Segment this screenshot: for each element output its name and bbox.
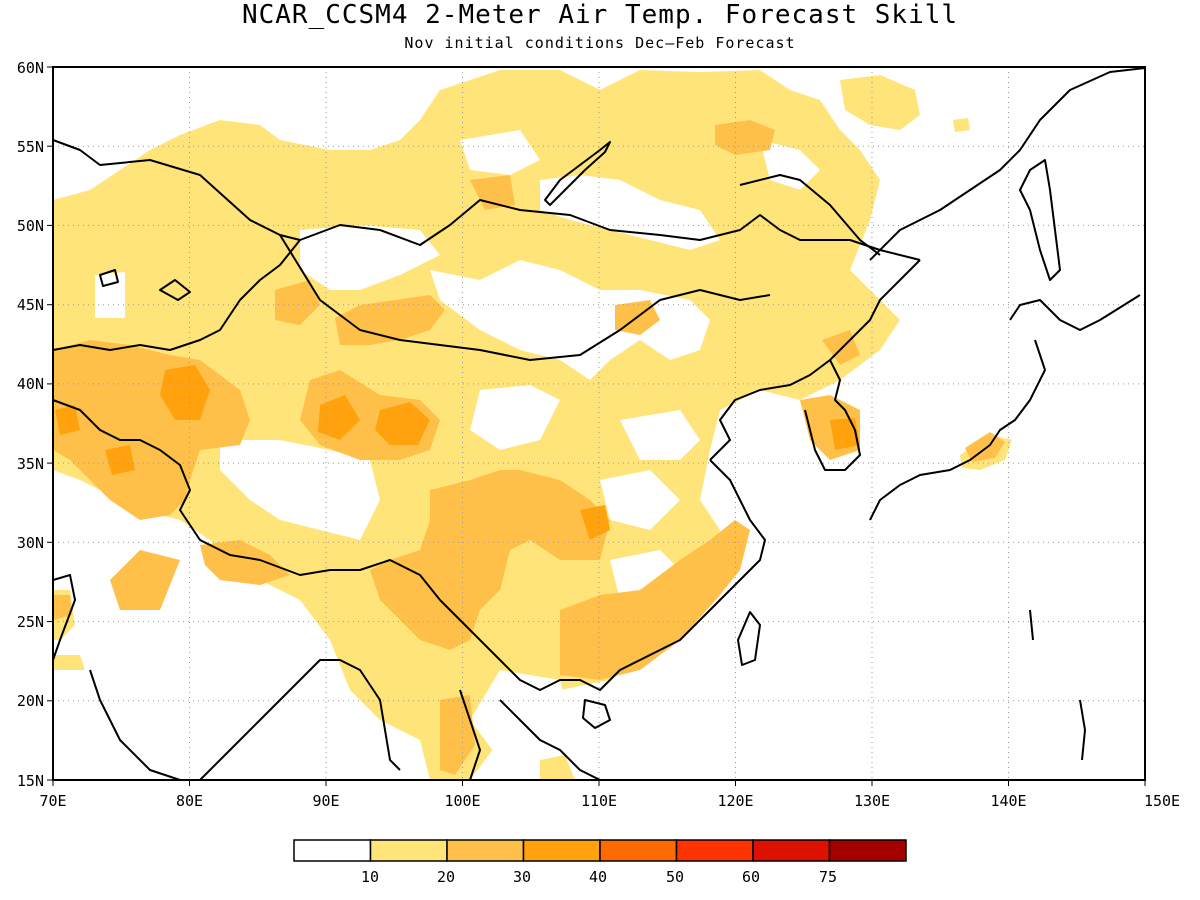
lat-tick-label: 30N — [17, 534, 44, 552]
lat-tick-label: 50N — [17, 217, 44, 235]
legend-color-box — [522, 839, 601, 862]
skill-contour-fill — [53, 70, 1012, 780]
legend-label: 30 — [513, 868, 531, 886]
lat-tick-label: 45N — [17, 296, 44, 314]
skill-level-below-10 — [95, 130, 820, 760]
legend-label: 20 — [437, 868, 455, 886]
skill-level-30 — [55, 365, 860, 540]
legend-labels: 10 20 30 40 50 60 75 — [361, 868, 837, 886]
legend-color-boxes — [293, 839, 907, 862]
legend-label: 10 — [361, 868, 379, 886]
legend-color-box — [599, 839, 678, 862]
color-legend: 10 20 30 40 50 60 75 — [293, 839, 907, 886]
axis-ticks — [47, 66, 1146, 786]
lon-tick-label: 150E — [1144, 792, 1180, 810]
lat-tick-label: 35N — [17, 455, 44, 473]
lon-tick-label: 110E — [581, 792, 617, 810]
lon-tick-label: 100E — [444, 792, 480, 810]
legend-color-box — [369, 839, 448, 862]
lat-tick-label: 60N — [17, 59, 44, 77]
legend-label: 75 — [819, 868, 837, 886]
legend-color-box — [752, 839, 831, 862]
legend-label: 50 — [666, 868, 684, 886]
legend-color-box — [828, 839, 907, 862]
lon-tick-label: 140E — [990, 792, 1026, 810]
lon-tick-label: 130E — [854, 792, 890, 810]
lat-tick-label: 20N — [17, 692, 44, 710]
map-title: NCAR_CCSM4 2-Meter Air Temp. Forecast Sk… — [241, 0, 959, 30]
lon-tick-labels: 70E 80E 90E 100E 110E 120E 130E 140E 150… — [39, 792, 1180, 810]
lat-tick-label: 15N — [17, 772, 44, 790]
legend-color-box — [293, 839, 372, 862]
legend-label: 60 — [742, 868, 760, 886]
coastlines-borders — [53, 67, 1145, 780]
lat-tick-label: 40N — [17, 375, 44, 393]
legend-color-box — [446, 839, 525, 862]
legend-color-box — [675, 839, 754, 862]
legend-label: 40 — [589, 868, 607, 886]
lat-tick-label: 25N — [17, 613, 44, 631]
lon-tick-label: 120E — [717, 792, 753, 810]
lat-tick-labels: 15N 20N 25N 30N 35N 40N 45N 50N 55N 60N — [17, 59, 44, 790]
lon-tick-label: 90E — [312, 792, 339, 810]
lon-tick-label: 80E — [176, 792, 203, 810]
map-subtitle: Nov initial conditions Dec–Feb Forecast — [404, 34, 796, 52]
lat-tick-label: 55N — [17, 138, 44, 156]
lon-tick-label: 70E — [39, 792, 66, 810]
